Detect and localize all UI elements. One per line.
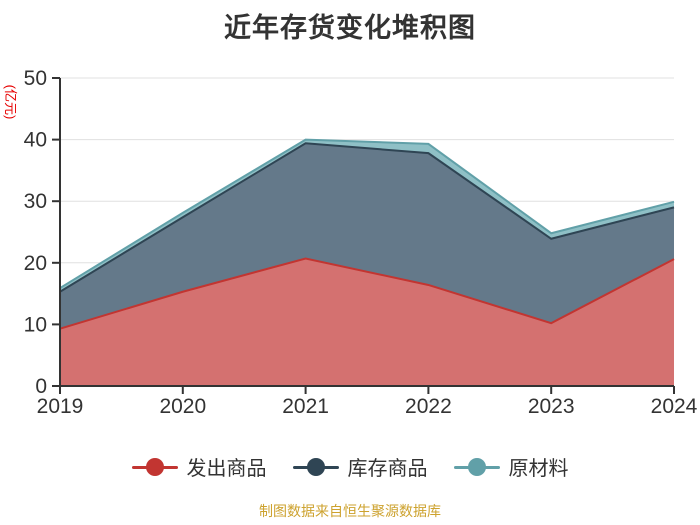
legend-label: 原材料 (508, 458, 569, 480)
y-tick-label: 20 (24, 252, 47, 275)
x-tick-label: 2021 (282, 395, 329, 418)
y-tick-label: 10 (24, 313, 47, 336)
data-source-note: 制图数据来自恒生聚源数据库 (259, 503, 441, 519)
y-tick-label: 0 (35, 375, 47, 398)
area-series (59, 138, 675, 386)
legend-marker-teal (453, 457, 500, 476)
legend-marker-slate (292, 457, 339, 476)
legend: 发出商品 库存商品 原材料 (0, 452, 700, 481)
legend-marker-red (131, 457, 178, 476)
tick-labels: 0 10 20 30 40 50 2019 2020 2021 2022 2023 2024 (24, 67, 698, 418)
legend-item-yuancailiao[interactable]: 原材料 (453, 452, 569, 481)
x-tick-label: 2019 (37, 395, 84, 418)
axes (52, 77, 675, 394)
area-series-2 (60, 143, 674, 329)
x-tick-label: 2020 (159, 395, 206, 418)
x-tick-label: 2023 (528, 395, 575, 418)
line-series-2 (59, 142, 675, 293)
y-tick-label: 50 (24, 67, 47, 90)
area-series-1 (60, 258, 674, 386)
x-tick-label: 2022 (405, 395, 452, 418)
chart-title: 近年存货变化堆积图 (224, 13, 476, 43)
legend-item-fachu-shangpin[interactable]: 发出商品 (131, 452, 267, 481)
line-series-1 (59, 257, 675, 330)
line-series-3 (59, 138, 675, 289)
area-series-3 (60, 139, 674, 292)
legend-label: 发出商品 (186, 458, 267, 480)
x-tick-label: 2024 (651, 395, 698, 418)
legend-item-kucun-shangpin[interactable]: 库存商品 (292, 452, 428, 481)
y-tick-label: 40 (24, 129, 47, 152)
legend-label: 库存商品 (347, 458, 428, 480)
y-tick-label: 30 (24, 190, 47, 213)
